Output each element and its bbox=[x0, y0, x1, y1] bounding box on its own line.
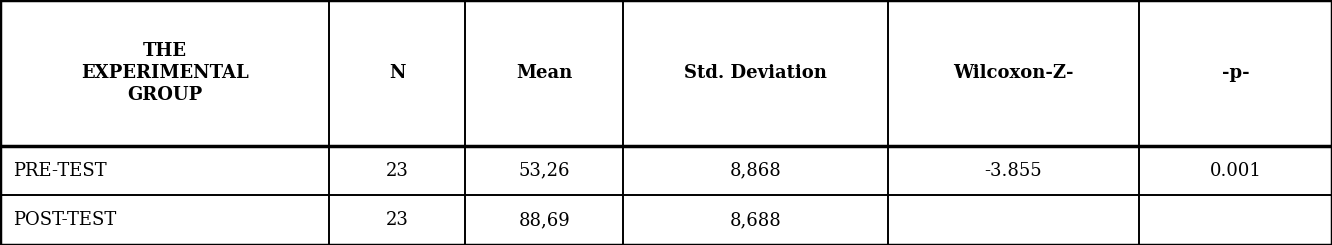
Text: Mean: Mean bbox=[515, 64, 573, 82]
Text: Std. Deviation: Std. Deviation bbox=[685, 64, 827, 82]
Text: 8,868: 8,868 bbox=[730, 162, 782, 180]
Text: 53,26: 53,26 bbox=[518, 162, 570, 180]
Text: -3.855: -3.855 bbox=[984, 162, 1042, 180]
Text: THE
EXPERIMENTAL
GROUP: THE EXPERIMENTAL GROUP bbox=[81, 42, 249, 104]
Text: POST-TEST: POST-TEST bbox=[13, 211, 117, 229]
Text: N: N bbox=[389, 64, 406, 82]
Text: Wilcoxon-Z-: Wilcoxon-Z- bbox=[954, 64, 1074, 82]
Text: 8,688: 8,688 bbox=[730, 211, 782, 229]
Text: 23: 23 bbox=[386, 162, 409, 180]
Text: 0.001: 0.001 bbox=[1209, 162, 1261, 180]
Text: 88,69: 88,69 bbox=[518, 211, 570, 229]
Text: 23: 23 bbox=[386, 211, 409, 229]
Text: PRE-TEST: PRE-TEST bbox=[13, 162, 107, 180]
Text: -p-: -p- bbox=[1221, 64, 1249, 82]
